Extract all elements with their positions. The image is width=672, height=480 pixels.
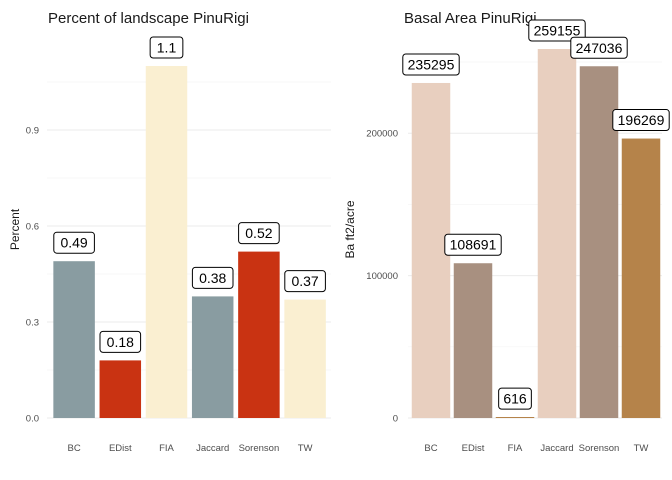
data-label-box	[149, 36, 184, 59]
x-tick-label: EDist	[109, 443, 132, 454]
data-label-box	[570, 36, 628, 59]
y-tick-label: 0.0	[26, 414, 39, 425]
data-label-box	[444, 233, 502, 256]
bar-edist	[453, 263, 493, 418]
x-tick-label: Jaccard	[540, 443, 573, 454]
data-label-group: 0.49	[53, 231, 95, 254]
data-label: 235295	[408, 56, 455, 72]
basal-area-chart-panel: Basal Area PinuRigi Ba ft2/acre 0 100000 200…	[343, 10, 670, 454]
chart-title: Percent of landscape PinuRigi	[48, 10, 249, 27]
data-label-box	[238, 222, 280, 245]
data-label-group: 196269	[612, 109, 670, 132]
data-label-box	[498, 387, 532, 410]
data-label-box	[53, 231, 95, 254]
bar-fia	[495, 417, 535, 418]
y-axis-label: Percent	[8, 208, 22, 250]
data-label-group: 0.52	[238, 222, 280, 245]
data-label: 247036	[576, 40, 623, 56]
chart-title: Basal Area PinuRigi	[404, 10, 537, 27]
data-label: 108691	[450, 237, 497, 253]
data-label-group: 108691	[444, 233, 502, 256]
data-label: 0.18	[107, 334, 134, 350]
bar-jaccard	[191, 296, 234, 418]
x-tick-label: BC	[67, 443, 80, 454]
data-label-box	[191, 266, 234, 289]
data-label-group: 247036	[570, 36, 628, 59]
bar-fia	[145, 66, 188, 418]
data-label-group: 616	[498, 387, 532, 410]
data-label-group: 0.18	[99, 330, 142, 353]
data-label: 0.38	[199, 270, 226, 286]
bar-edist	[99, 360, 142, 418]
data-label-group: 235295	[402, 53, 460, 76]
data-label-box	[402, 53, 460, 76]
bar-bc	[411, 82, 451, 418]
y-tick-label: 0.6	[26, 222, 39, 233]
percent-chart-panel: Percent of landscape PinuRigi Percent 0.0 0…	[8, 10, 331, 454]
x-tick-label: Sorenson	[579, 443, 620, 454]
y-axis-label: Ba ft2/acre	[343, 200, 357, 258]
bar-sorenson	[238, 251, 280, 418]
bar-tw	[284, 299, 326, 418]
y-tick-label: 200000	[366, 129, 398, 140]
data-label-group: 259155	[528, 19, 586, 42]
data-label-group: 0.38	[191, 266, 234, 289]
data-label: 1.1	[157, 40, 177, 56]
y-tick-label: 100000	[366, 271, 398, 282]
x-tick-label: FIA	[159, 443, 174, 454]
data-label-group: 0.37	[284, 270, 326, 293]
x-tick-label: TW	[298, 443, 313, 454]
data-label: 616	[503, 391, 527, 407]
bar-jaccard	[537, 49, 577, 418]
data-label-group: 1.1	[149, 36, 184, 59]
data-label-box	[612, 109, 670, 132]
data-label-box	[99, 330, 142, 353]
data-label-box	[528, 19, 586, 42]
bar-sorenson	[579, 66, 619, 418]
gridlines	[408, 61, 662, 419]
x-tick-label: Sorenson	[239, 443, 280, 454]
x-tick-label: Jaccard	[196, 443, 229, 454]
y-tick-label: 0.3	[26, 318, 39, 329]
data-label: 0.52	[245, 225, 272, 241]
data-label-box	[284, 270, 326, 293]
y-tick-label: 0.9	[26, 126, 39, 137]
x-tick-label: TW	[634, 443, 649, 454]
x-tick-label: EDist	[462, 443, 485, 454]
bar-bc	[53, 261, 95, 418]
data-label: 0.49	[60, 235, 87, 251]
data-label: 259155	[534, 23, 581, 39]
y-tick-label: 0	[393, 414, 398, 425]
x-tick-label: BC	[424, 443, 437, 454]
bar-tw	[621, 138, 661, 418]
data-label: 0.37	[291, 273, 318, 289]
x-tick-label: FIA	[508, 443, 523, 454]
data-label: 196269	[618, 112, 665, 128]
